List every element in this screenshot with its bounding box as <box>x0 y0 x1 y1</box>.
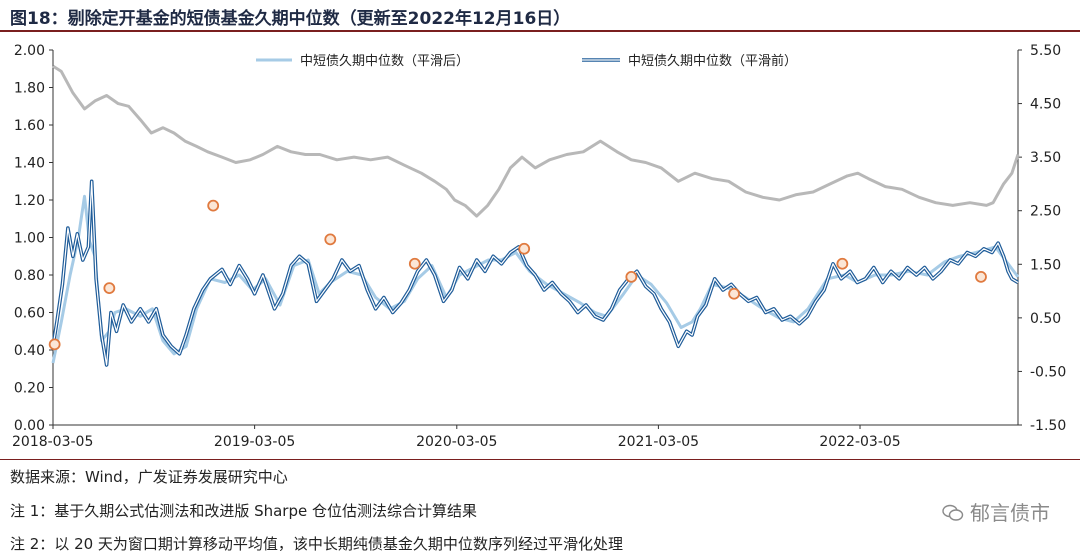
legend-raw-label: 中短债久期中位数（平滑前） <box>628 53 797 69</box>
marker-point <box>324 233 337 246</box>
x-tick-label: 2020-03-05 <box>416 434 497 450</box>
x-tick-label: 2018-03-05 <box>12 434 93 450</box>
notes-rule <box>0 459 1080 460</box>
title-rule <box>0 30 1080 32</box>
y-left-tick-label: 1.20 <box>14 193 45 209</box>
y-right-tick-label: 4.50 <box>1030 97 1061 113</box>
watermark-text: 郁言债市 <box>970 501 1050 525</box>
series-raw-line-outer <box>51 179 1019 367</box>
chart-title: 图18：剔除定开基金的短债基金久期中位数（更新至2022年12月16日） <box>10 9 571 29</box>
y-left-tick-label: 0.40 <box>14 343 45 359</box>
marker-point <box>408 257 421 270</box>
y-right-tick-label: -1.50 <box>1030 418 1066 434</box>
x-tick-label: 2019-03-05 <box>214 434 295 450</box>
watermark: 郁言债市 <box>942 497 1050 526</box>
source-note: 数据来源：Wind，广发证券发展研究中心 <box>10 468 288 486</box>
series-smoothed-line <box>51 194 1020 364</box>
marker-point <box>48 338 61 351</box>
y-right-tick-label: 0.50 <box>1030 311 1061 327</box>
y-right-tick-label: 2.50 <box>1030 204 1061 220</box>
duration-median-chart: 0.00 0.20 0.40 0.60 0.80 1.00 1.20 1.40 1.60 1.80… <box>12 43 1066 450</box>
marker-point <box>836 257 849 270</box>
y-right-tick-label: 5.50 <box>1030 43 1061 59</box>
series-raw-line-inner <box>52 180 1019 366</box>
note-2: 注 2：以 20 天为窗口期计算移动平均值，该中长期纯债基金久期中位数序列经过平… <box>10 535 623 553</box>
y-left-tick-label: 0.00 <box>14 418 45 434</box>
x-tick-label: 2022-03-05 <box>819 434 900 450</box>
y-left-tick-label: 0.20 <box>14 381 45 397</box>
x-tick-label: 2021-03-05 <box>618 434 699 450</box>
y-left-tick-label: 2.00 <box>14 43 45 59</box>
y-right-tick-label: 1.50 <box>1030 257 1061 273</box>
marker-point <box>518 242 531 255</box>
y-left-tick-label: 0.60 <box>14 306 45 322</box>
wechat-icon <box>942 503 964 521</box>
series-gray-line <box>52 64 1020 218</box>
marker-point <box>207 199 220 212</box>
y-right-tick-label: -0.50 <box>1030 364 1066 380</box>
y-left-tick-label: 1.80 <box>14 81 45 97</box>
y-left-tick-label: 0.80 <box>14 268 45 284</box>
y-left-tick-label: 1.60 <box>14 118 45 134</box>
y-left-tick-label: 1.00 <box>14 231 45 247</box>
y-left-tick-label: 1.40 <box>14 156 45 172</box>
marker-point <box>975 270 987 283</box>
marker-point <box>103 282 116 295</box>
legend-smoothed-label: 中短债久期中位数（平滑后） <box>300 54 469 69</box>
y-right-tick-label: 3.50 <box>1030 150 1061 166</box>
note-1: 注 1：基于久期公式估测法和改进版 Sharpe 仓位估测法综合计算结果 <box>10 502 477 520</box>
marker-point <box>625 270 638 283</box>
marker-point <box>728 287 740 300</box>
